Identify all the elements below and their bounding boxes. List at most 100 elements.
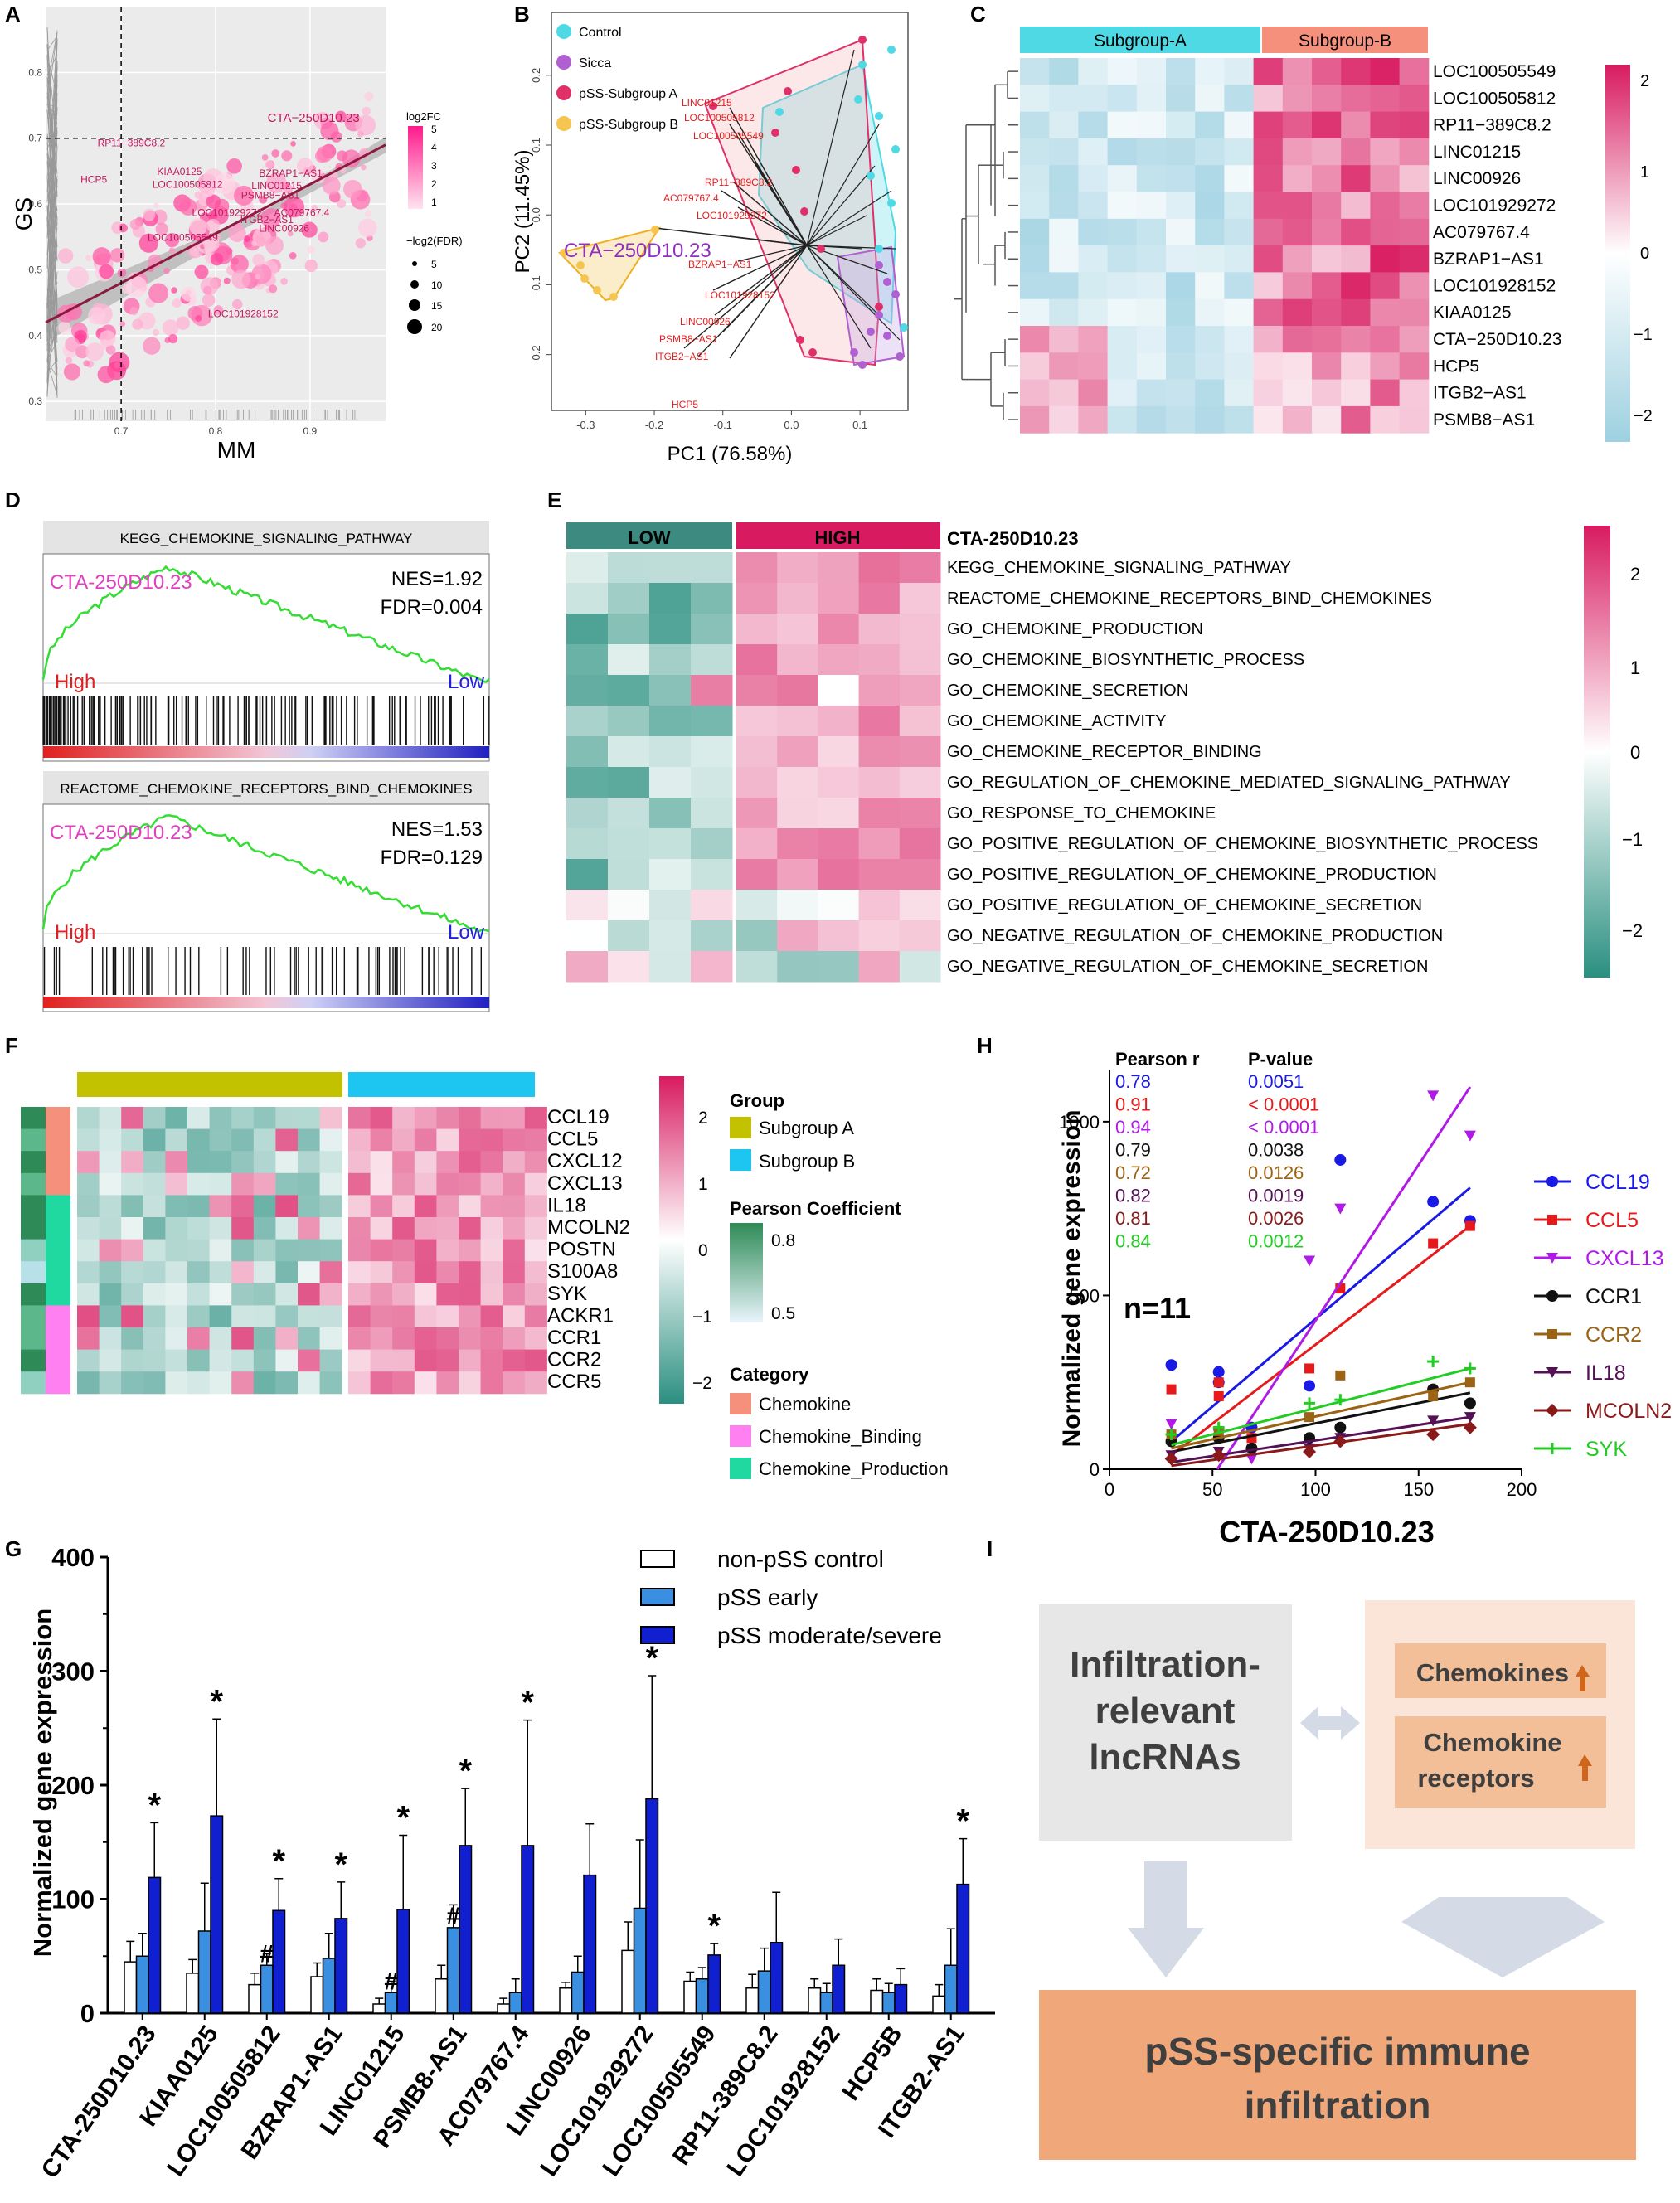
panel-h-fit-line: [1170, 1225, 1471, 1457]
panel-e-cell: [649, 951, 692, 983]
panel-e-row-label: GO_CHEMOKINE_SECRETION: [947, 682, 1188, 700]
panel-f-cell: [392, 1128, 415, 1152]
panel-f-cell: [165, 1128, 188, 1152]
panel-h-point: [1464, 1397, 1476, 1410]
panel-h-point: [1304, 1380, 1316, 1392]
panel-a-fit-line: [45, 143, 386, 324]
panel-f-category-cell: [46, 1371, 70, 1395]
panel-c-cell: [1224, 272, 1255, 300]
panel-a-point: [65, 357, 73, 364]
panel-f-cell: [524, 1261, 547, 1284]
panel-e-cell: [818, 706, 860, 737]
panel-c-cell: [1078, 326, 1109, 353]
panel-f-row-label: MCOLN2: [547, 1216, 630, 1239]
panel-f-cell: [348, 1151, 371, 1174]
panel-e-cell: [899, 736, 941, 768]
panel-f-cell: [319, 1371, 342, 1395]
panel-c-cell: [1224, 165, 1255, 192]
panel-f-legend-pearson-bar: [730, 1223, 763, 1322]
panel-e-colorbar-tick: −2: [1622, 920, 1643, 941]
panel-f-cell: [480, 1305, 503, 1328]
panel-c-cell: [1341, 58, 1371, 85]
panel-a-gene-label: RP11−389C8.2: [98, 137, 166, 148]
panel-a-point: [337, 199, 347, 209]
panel-a-point: [202, 294, 216, 307]
panel-i-chemokines-item: [1395, 1643, 1606, 1698]
panel-f-cell: [99, 1172, 122, 1196]
panel-b-frame: [551, 12, 909, 411]
panel-g-bar: [683, 1980, 697, 2014]
panel-e-cell: [566, 859, 609, 890]
panel-f-pearson-cell: [21, 1283, 46, 1306]
panel-c-cell: [1341, 218, 1371, 246]
panel-f-cell: [275, 1283, 299, 1306]
panel-a-xtick: 0.9: [303, 425, 318, 437]
panel-g-bar: [272, 1909, 286, 2014]
panel-c-cell: [1312, 272, 1342, 300]
panel-c-cell: [1224, 218, 1255, 246]
panel-g-bar: [808, 1987, 822, 2014]
panel-e-cell: [858, 920, 901, 952]
panel-b-legend-label: pSS-Subgroup B: [579, 118, 678, 132]
panel-e-cell: [649, 859, 692, 890]
panel-a-point: [195, 315, 202, 323]
panel-label-a: A: [5, 2, 21, 27]
panel-i-outcome-line-2: infiltration: [1245, 2084, 1431, 2127]
panel-i-down-arrow-right: [1401, 1897, 1605, 1977]
panel-e-cell: [818, 614, 860, 645]
panel-f-cell: [480, 1239, 503, 1262]
panel-a-point: [320, 121, 339, 141]
panel-f-cell: [143, 1172, 166, 1196]
panel-f-cell: [298, 1217, 321, 1240]
panel-h-legend-marker: [1546, 1290, 1558, 1302]
panel-f-cell: [414, 1327, 437, 1351]
panel-e-cell: [818, 828, 860, 860]
panel-a-point: [85, 255, 92, 262]
panel-f-cell: [77, 1349, 100, 1372]
panel-a-point: [179, 198, 197, 216]
panel-e-cell: [566, 614, 609, 645]
panel-f-cell: [370, 1305, 393, 1328]
panel-a-point: [281, 150, 293, 162]
panel-f-cell: [348, 1217, 371, 1240]
panel-f-cell: [209, 1283, 232, 1306]
panel-b-point-control: [887, 46, 896, 54]
panel-c-cell: [1136, 298, 1167, 327]
panel-h-legend-label: CXCL13: [1585, 1247, 1664, 1270]
panel-b-loading-label: LOC101928152: [705, 289, 775, 301]
panel-a-point: [99, 264, 114, 279]
panel-f-cell: [319, 1305, 342, 1328]
panel-f-cell: [275, 1327, 299, 1351]
panel-e-cell: [736, 644, 778, 676]
panel-f-cell: [99, 1327, 122, 1351]
panel-a-gene-label: LOC100505812: [153, 178, 223, 190]
panel-e-row-label: GO_POSITIVE_REGULATION_OF_CHEMOKINE_PROD…: [947, 866, 1437, 884]
panel-f-cell: [319, 1172, 342, 1196]
panel-c-cell: [1195, 58, 1225, 85]
panel-e-cell: [608, 767, 650, 798]
panel-a-point: [336, 150, 348, 162]
panel-c-cell: [1166, 245, 1196, 273]
panel-f-cell: [370, 1107, 393, 1130]
panel-f-cell: [459, 1107, 482, 1130]
panel-f-cell: [319, 1261, 342, 1284]
panel-e-cell: [608, 920, 650, 952]
panel-a-point: [284, 197, 305, 218]
panel-b-legend-marker-subgroupb: [556, 116, 571, 131]
panel-f-cell: [503, 1151, 526, 1174]
panel-c-row-label: HCP5: [1433, 357, 1479, 376]
panel-f-cell: [392, 1283, 415, 1306]
panel-c-cell: [1195, 218, 1225, 246]
panel-g-ylabel: Normalized gene expression: [28, 1609, 57, 1957]
panel-c-cell: [1224, 326, 1255, 353]
panel-b-loading-label: LOC100505812: [684, 112, 755, 124]
panel-f-legend-category-title: Category: [730, 1364, 809, 1385]
panel-f-cell: [414, 1128, 437, 1152]
panel-f-cell: [480, 1195, 503, 1218]
panel-b-point-subgroupa: [800, 207, 808, 216]
panel-f-category-cell: [46, 1151, 70, 1174]
panel-c-cell: [1136, 272, 1167, 300]
panel-g-bar: [135, 1955, 149, 2014]
panel-f-cell: [348, 1172, 371, 1196]
panel-h-point: [1427, 1415, 1440, 1427]
